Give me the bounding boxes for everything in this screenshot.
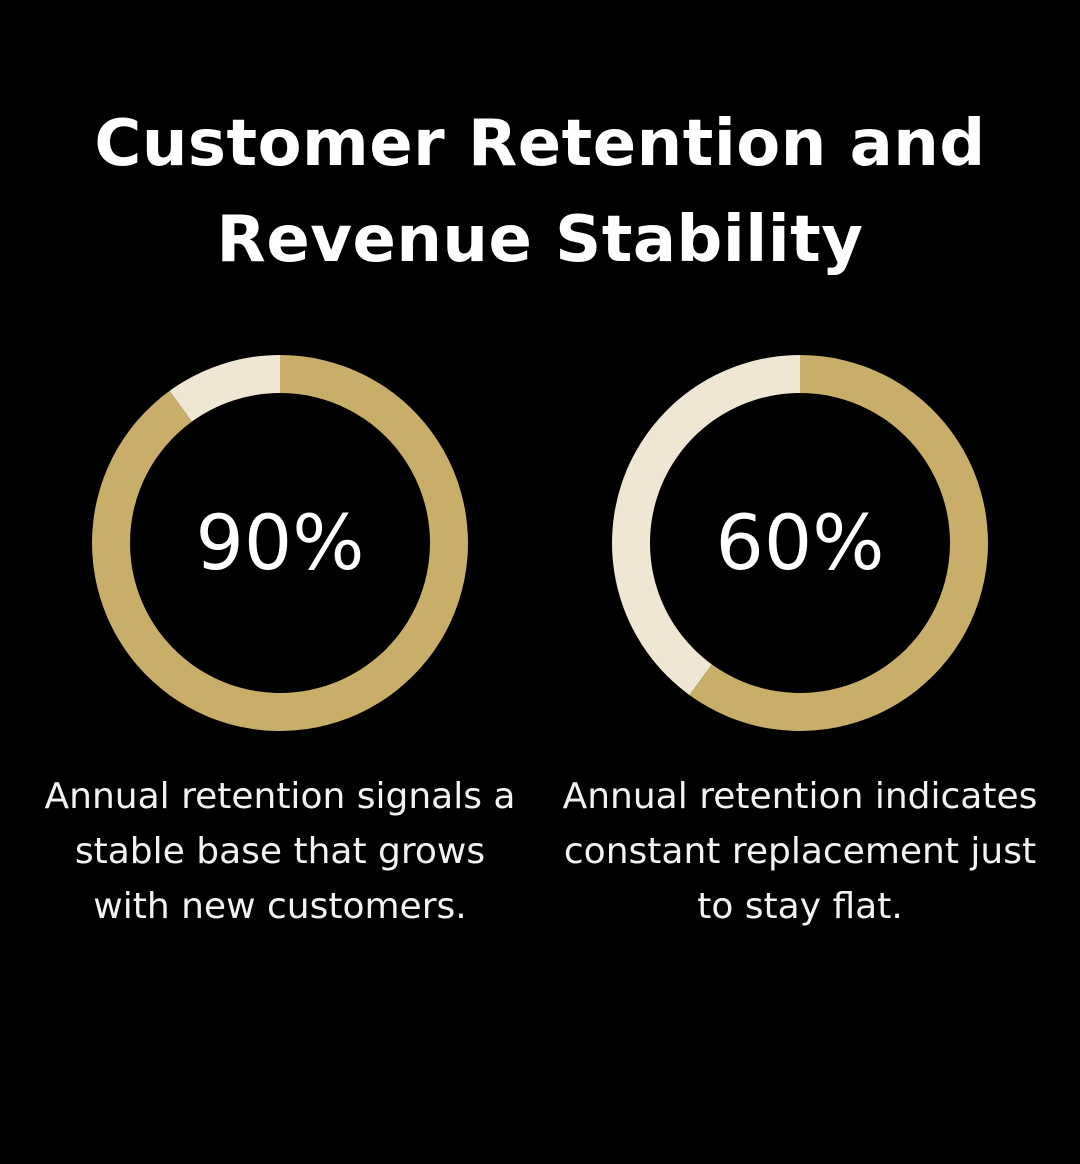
caption-line: stable base that grows (74, 831, 486, 872)
percentage-label: 60% (715, 498, 885, 587)
donut-remainder-arc (169, 355, 280, 422)
donut-remainder-arc (612, 355, 800, 696)
title-line-2: Revenue Stability (216, 203, 864, 277)
page-title: Customer Retention and Revenue Stability (40, 96, 1040, 288)
title-line-1: Customer Retention and (94, 107, 986, 181)
donut-chart-90 (92, 355, 468, 731)
caption-line: Annual retention signals a (44, 776, 516, 817)
donut-chart-60 (612, 355, 988, 731)
percentage-label: 90% (195, 498, 365, 587)
caption-line: with new customers. (93, 886, 467, 927)
donut-svg-60 (612, 355, 988, 731)
caption-line: to stay flat. (697, 886, 903, 927)
donut-svg-90 (92, 355, 468, 731)
stat-caption: Annual retention signals a stable base t… (20, 769, 540, 934)
donut-value-arc (689, 355, 988, 731)
caption-line: constant replacement just (563, 831, 1037, 872)
stat-caption: Annual retention indicates constant repl… (540, 769, 1060, 934)
caption-line: Annual retention indicates (562, 776, 1038, 817)
